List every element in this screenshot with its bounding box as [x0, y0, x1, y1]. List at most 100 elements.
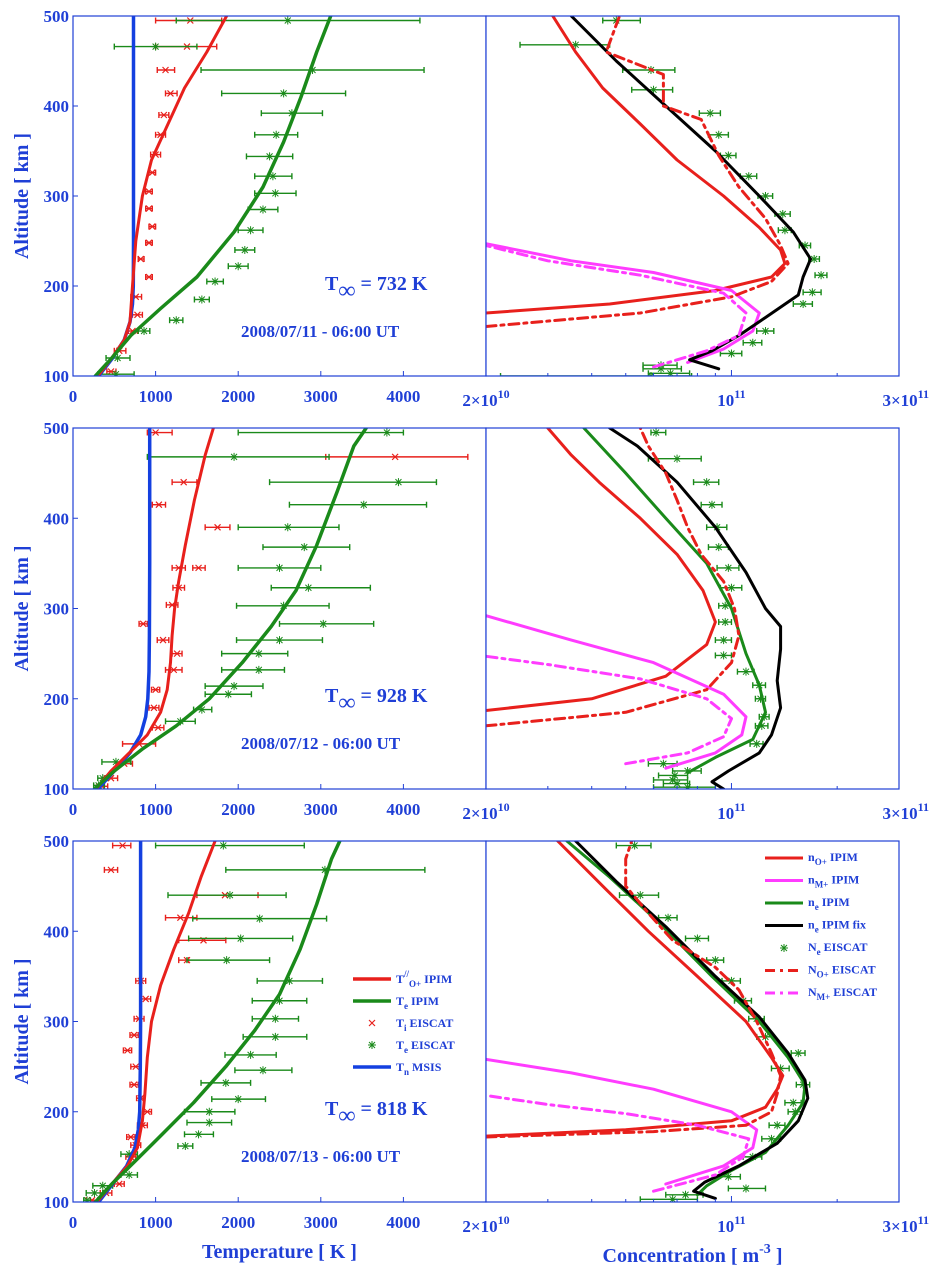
temperature-series-line: [93, 16, 333, 376]
concentration-panel-1: 2×1010 1011 3×1011: [462, 15, 929, 410]
ne-eiscat-point: [755, 327, 775, 335]
y-tick-label-part: 200: [44, 690, 70, 709]
legend-label-part: n: [808, 895, 815, 909]
ti-eiscat-point-marker: [124, 1046, 131, 1054]
concentration-series-line: [486, 242, 761, 364]
te-eiscat-point: [242, 1032, 308, 1041]
te-eiscat-point-marker: [300, 543, 309, 552]
x-tick-label: 3000: [304, 387, 338, 406]
te-eiscat-point: [186, 1118, 233, 1127]
concentration-series-line: [574, 841, 810, 1200]
ne-eiscat-point-marker: [681, 1190, 690, 1199]
te-eiscat-point: [260, 109, 324, 118]
concentration-series-line: [486, 654, 733, 766]
ne-eiscat-point-marker: [693, 934, 702, 943]
te-eiscat-point: [206, 277, 225, 286]
x-tick-label: 1000: [139, 1213, 173, 1232]
te-eiscat-point: [278, 619, 375, 628]
plot-frame: [485, 15, 900, 377]
te-eiscat-point-marker: [151, 42, 160, 51]
te-eiscat-point: [245, 152, 294, 161]
y-tick-label-part: 300: [44, 187, 70, 206]
legend-label-part: e: [404, 1001, 408, 1011]
ne-eiscat-point-marker: [741, 1184, 750, 1193]
x-axis-label-concentration: Concentration [ m-3 ]: [603, 1242, 783, 1267]
ti-eiscat-point-marker: [160, 111, 168, 119]
ne-eiscat-point: [499, 372, 693, 376]
legend-label: Ne EISCAT: [808, 940, 867, 957]
temperature-series-line: [96, 16, 229, 376]
legend-label: ne IPIM: [808, 895, 850, 912]
y-tick-label-part: 300: [44, 600, 70, 619]
ne-eiscat-point: [718, 618, 733, 627]
ne-eiscat-point-marker: [724, 151, 733, 160]
te-eiscat-point: [204, 682, 264, 691]
te-eiscat-point-marker: [113, 354, 122, 362]
ne-eiscat-point: [768, 1121, 786, 1130]
ti-eiscat-point-marker: [115, 1180, 123, 1188]
ne-eiscat-point-marker: [666, 369, 675, 376]
legend-label: Tn MSIS: [396, 1060, 442, 1077]
ti-eiscat-point-marker: [159, 636, 167, 644]
y-tick-label: 500: [44, 419, 70, 438]
date-annotation: 2008/07/12 - 06:00 UT: [241, 734, 401, 753]
ti-eiscat-point: [151, 501, 167, 509]
concentration-panel-2: 2×1010 1011 3×1011: [462, 427, 929, 823]
legend-label-part: //: [403, 969, 410, 979]
plot-background: [486, 16, 899, 376]
x-tick-label-part: 10: [717, 1217, 734, 1236]
ti-eiscat-point: [144, 273, 153, 281]
tinf-annotation-part: T: [325, 1098, 339, 1120]
ti-eiscat-point-marker: [162, 66, 169, 74]
ti-eiscat-point: [171, 478, 198, 486]
ne-eiscat-point-marker: [721, 601, 730, 610]
date-annotation: 2008/07/11 - 06:00 UT: [241, 322, 400, 341]
te-eiscat-point: [234, 246, 256, 254]
te-eiscat-point-marker: [224, 690, 233, 699]
x-tick-label-part: 2000: [221, 800, 255, 819]
ti-eiscat-point-marker: [152, 429, 160, 436]
legend-label-part: IPIM: [408, 994, 439, 1008]
x-tick-label-part: 3000: [304, 387, 338, 406]
tinf-annotation: T∞ = 928 K: [325, 685, 428, 716]
x-tick-label-part: 10: [717, 804, 734, 823]
ne-eiscat-point-marker: [789, 1098, 798, 1107]
x-tick-label-part: 10: [717, 391, 734, 410]
te-eiscat-point-marker: [271, 1014, 280, 1023]
ti-eiscat-point-marker: [130, 1031, 138, 1039]
ti-eiscat-point: [164, 914, 198, 922]
tinf-annotation-part: ∞: [338, 690, 355, 716]
ti-eiscat-point: [144, 205, 153, 213]
ne-eiscat-point-marker: [744, 172, 753, 181]
x-tick-label: 2000: [221, 1213, 255, 1232]
tinf-annotation: T∞ = 818 K: [325, 1098, 428, 1129]
te-eiscat-point-marker: [287, 109, 296, 118]
ne-eiscat-point: [647, 369, 691, 376]
ne-eiscat-point: [714, 651, 733, 660]
y-tick-label-part: 500: [44, 832, 70, 851]
plot-background: [486, 428, 899, 789]
te-eiscat-point-marker: [234, 1095, 243, 1104]
ne-eiscat-point-marker: [683, 766, 692, 775]
y-tick-label-part: 100: [44, 1193, 70, 1212]
ne-eiscat-point: [714, 636, 733, 645]
legend-swatch: [368, 1041, 376, 1049]
concentration-series-line: [582, 428, 767, 775]
te-eiscat-point-marker: [275, 563, 284, 572]
te-eiscat-point: [235, 636, 324, 645]
ti-eiscat-point-marker: [154, 724, 162, 732]
te-eiscat-point-marker: [211, 277, 220, 286]
x-tick-label-part: 0: [69, 1213, 78, 1232]
ti-eiscat-point-marker: [132, 1063, 140, 1071]
legend-label-part: IPIM: [421, 972, 452, 986]
ne-eiscat-point-marker: [707, 500, 716, 509]
legend-label: Ti EISCAT: [396, 1016, 453, 1033]
x-tick-label: 2×1010: [462, 387, 509, 410]
te-eiscat-point: [270, 583, 372, 592]
concentration-series-line: [569, 16, 813, 371]
ti-eiscat-point-marker: [214, 523, 221, 531]
ti-eiscat-point: [146, 429, 173, 436]
y-tick-label-part: 200: [44, 277, 70, 296]
te-eiscat-point-marker: [265, 152, 274, 161]
